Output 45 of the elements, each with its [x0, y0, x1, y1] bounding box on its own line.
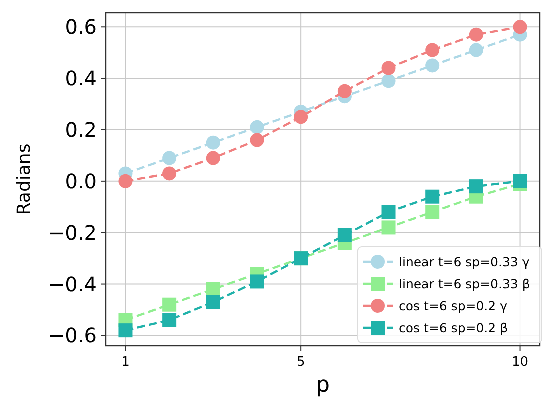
point [469, 180, 484, 194]
point [469, 28, 484, 42]
point [162, 166, 177, 181]
y-tick-label: 0.6 [65, 15, 97, 40]
point [118, 174, 133, 188]
point [338, 84, 352, 98]
y-tick-label: −0.4 [48, 272, 97, 296]
legend-label: linear t=6 sp=0.33 γ [399, 254, 530, 270]
y-tick-label: 0.0 [65, 169, 97, 194]
point [162, 298, 177, 312]
point [513, 174, 528, 188]
point [294, 110, 308, 124]
y-tick-label: 0.2 [65, 118, 97, 142]
point [206, 282, 220, 296]
y-tick-label: 0.4 [65, 66, 97, 91]
point [426, 205, 440, 220]
point [426, 43, 440, 58]
x-tick-label: 1 [122, 355, 130, 370]
point [162, 313, 177, 328]
y-tick-label: −0.2 [48, 220, 97, 245]
point [513, 20, 528, 34]
point [382, 61, 396, 76]
point [382, 74, 396, 88]
y-axis-title: Radians [14, 144, 35, 216]
legend-label: linear t=6 sp=0.33 β [399, 276, 530, 292]
point [206, 136, 220, 150]
point [250, 133, 264, 148]
legend-label: cos t=6 sp=0.2 β [399, 320, 508, 336]
point [162, 151, 177, 166]
point [250, 274, 264, 289]
legend-label: cos t=6 sp=0.2 γ [399, 298, 508, 314]
point [469, 43, 484, 58]
x-tick-label: 10 [512, 355, 529, 370]
point [118, 324, 133, 338]
x-tick-label: 5 [296, 355, 306, 370]
x-axis-title: p [316, 373, 330, 398]
point [206, 295, 220, 310]
y-tick-label: −0.6 [48, 324, 97, 348]
point [338, 228, 352, 242]
point [382, 220, 396, 235]
point [426, 58, 440, 73]
point [426, 190, 440, 204]
point [382, 205, 396, 220]
point [250, 120, 264, 134]
point [206, 151, 220, 166]
